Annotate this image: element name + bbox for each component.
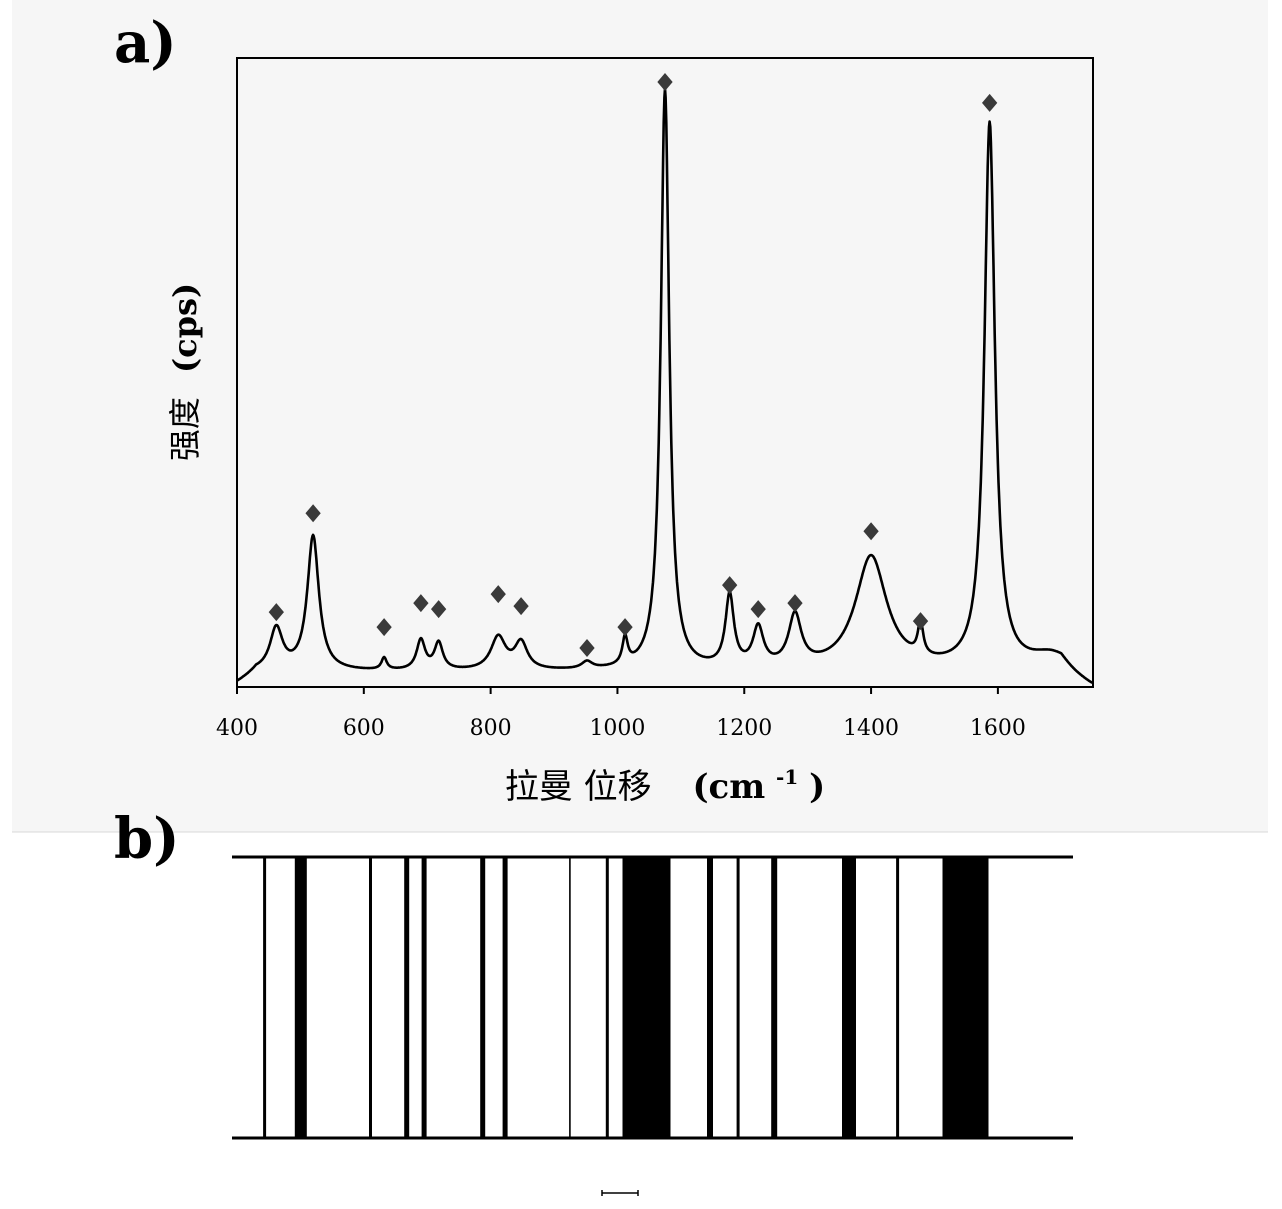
x-axis-ticks [236, 687, 999, 694]
barcode-bar [736, 857, 740, 1138]
x-axis-label-close: ) [809, 767, 825, 807]
barcode-bars [263, 857, 989, 1138]
x-axis-tick-labels: 400 600 800 1000 1200 1400 1600 [216, 716, 1026, 741]
barcode-bar [896, 857, 900, 1138]
peak-marker-diamond [268, 603, 284, 622]
peak-marker-diamond [305, 504, 321, 523]
peak-marker-diamond [912, 612, 929, 631]
barcode-bar [369, 857, 372, 1138]
peak-marker-diamond [722, 576, 738, 595]
peak-markers [268, 72, 998, 658]
peak-marker-diamond [981, 93, 998, 112]
barcode-bar [771, 857, 778, 1138]
peak-marker-diamond [863, 522, 879, 541]
x-tick-label: 1600 [970, 716, 1026, 741]
spectral-barcode [232, 855, 1073, 1140]
peak-marker-diamond [490, 585, 506, 604]
barcode-bar [622, 857, 671, 1138]
x-axis-label-text: 拉曼 位移 [505, 767, 652, 807]
barcode-bar [421, 857, 427, 1138]
y-axis-label-text: 强度 [166, 397, 204, 461]
barcode-bar [605, 857, 609, 1138]
raman-spectrum-chart: 400 600 800 1000 1200 1400 1600 [216, 57, 1094, 741]
x-tick-label: 1200 [716, 716, 772, 741]
barcode-bar [263, 857, 267, 1138]
barcode-bar [480, 857, 486, 1138]
plot-frame [236, 57, 1094, 688]
x-axis-label-superscript: -1 [776, 765, 798, 789]
peak-marker-diamond [787, 594, 803, 613]
peak-marker-diamond [750, 600, 766, 619]
panel-a-background [12, 0, 1268, 832]
barcode-bar [404, 857, 410, 1138]
peak-marker-diamond [579, 639, 595, 658]
x-tick-label: 400 [216, 716, 258, 741]
x-tick-label: 1400 [843, 716, 899, 741]
x-axis-label-unit: (cm [692, 767, 765, 807]
small-scale-mark [601, 1190, 639, 1196]
peak-marker-diamond [376, 618, 392, 637]
barcode-bar [707, 857, 713, 1138]
peak-marker-diamond [657, 72, 673, 91]
x-tick-label: 800 [470, 716, 512, 741]
panel-b-label: b) [114, 806, 180, 872]
barcode-bar [294, 857, 307, 1138]
x-axis-label: 拉曼 位移 (cm -1 ) [505, 753, 825, 807]
x-tick-label: 600 [343, 716, 385, 741]
barcode-bar [502, 857, 508, 1138]
y-axis-label: 强度 (cps) [166, 283, 204, 461]
peak-marker-diamond [413, 594, 429, 613]
panel-a-label: a) [114, 10, 177, 76]
barcode-bar [942, 857, 989, 1138]
barcode-bar [569, 857, 571, 1138]
peak-marker-diamond [513, 597, 529, 616]
barcode-bar [842, 857, 856, 1138]
x-tick-label: 1000 [589, 716, 645, 741]
y-axis-label-unit: (cps) [166, 283, 204, 373]
peak-marker-diamond [617, 618, 633, 637]
peak-marker-diamond [430, 600, 447, 619]
